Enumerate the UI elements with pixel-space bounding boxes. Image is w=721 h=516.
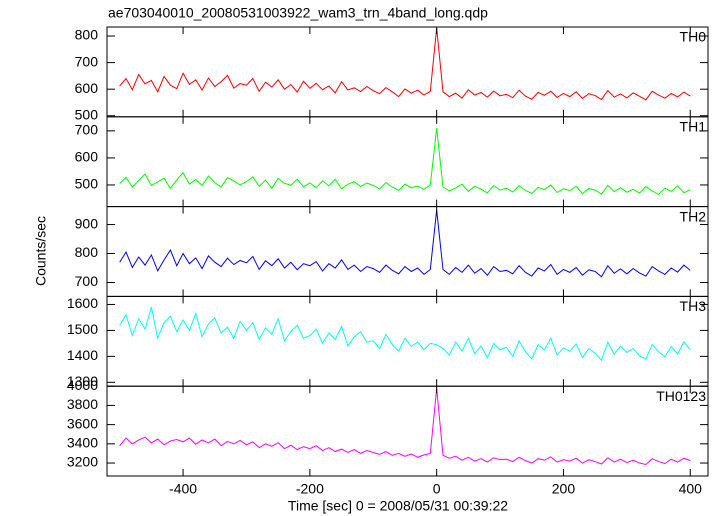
x-tick-label: -200 [296, 481, 324, 497]
y-tick-label: 1500 [67, 321, 98, 337]
y-tick-label: 700 [75, 122, 99, 138]
y-tick-label: 800 [75, 244, 99, 260]
panel-frame [106, 206, 709, 297]
y-tick-label: 4000 [67, 377, 98, 393]
panel-label: TH3 [680, 298, 707, 314]
light-curve [119, 306, 691, 362]
light-curve [119, 388, 691, 466]
panel-label: TH2 [680, 208, 707, 224]
light-curve [119, 28, 691, 101]
x-tick-label: 200 [552, 481, 576, 497]
y-tick-label: 700 [75, 53, 99, 69]
y-tick-label: 1300 [67, 373, 98, 389]
y-tick-label: 500 [75, 106, 99, 122]
y-tick-label: 700 [75, 273, 99, 289]
y-tick-label: 600 [75, 149, 99, 165]
y-tick-label: 3800 [67, 396, 98, 412]
y-tick-label: 800 [75, 27, 99, 43]
y-tick-label: 900 [75, 215, 99, 231]
y-tick-label: 3400 [67, 435, 98, 451]
y-tick-label: 500 [75, 176, 99, 192]
y-axis-label: Counts/sec [33, 216, 49, 286]
light-curve [119, 210, 691, 278]
panel-label: TH0123 [656, 388, 706, 404]
panel-label: TH1 [680, 119, 707, 135]
y-tick-label: 3600 [67, 415, 98, 431]
panel-frame [106, 116, 709, 208]
x-tick-label: 0 [433, 481, 441, 497]
x-tick-label: 400 [679, 481, 703, 497]
x-tick-label: -400 [169, 481, 197, 497]
chart-title: ae703040010_20080531003922_wam3_trn_4ban… [108, 5, 488, 21]
x-axis-label: Time [sec] 0 = 2008/05/31 00:39:22 [288, 498, 508, 514]
panel-frame [106, 385, 709, 477]
light-curve [119, 128, 691, 196]
y-tick-label: 600 [75, 80, 99, 96]
y-tick-label: 1400 [67, 347, 98, 363]
panel-label: TH0 [680, 29, 707, 45]
panel-frame [106, 26, 709, 118]
y-tick-label: 3200 [67, 454, 98, 470]
y-tick-label: 1600 [67, 295, 98, 311]
